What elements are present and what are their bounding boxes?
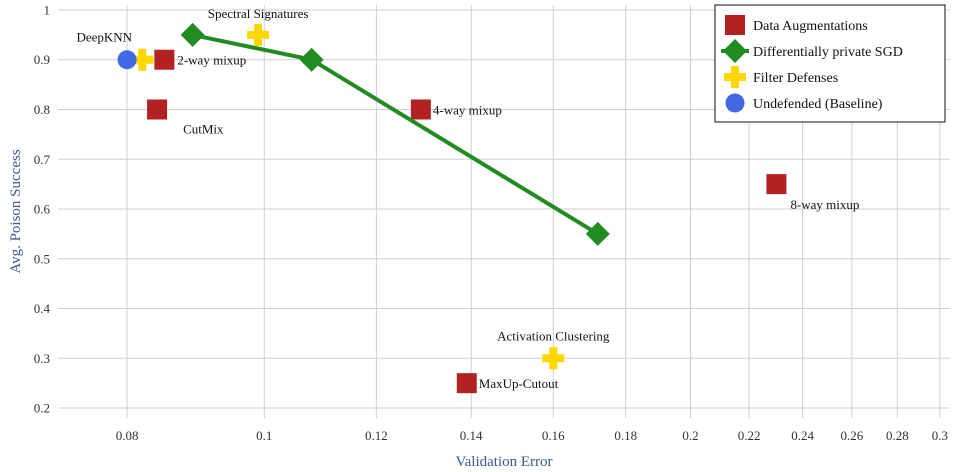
x-tick-label: 0.1: [256, 428, 272, 443]
y-tick-label: 0.9: [34, 52, 50, 67]
y-tick-label: 0.2: [34, 401, 50, 416]
legend-label: Differentially private SGD: [753, 45, 903, 60]
x-tick-label: 0.08: [116, 428, 139, 443]
y-tick-label: 0.8: [34, 102, 50, 117]
y-tick-label: 0.3: [34, 351, 50, 366]
data-point: [117, 50, 137, 70]
x-axis-ticks: 0.08 0.1 0.12 0.14 0.16 0.18 0.2 0.22 0.24 0.26 0.…: [116, 428, 948, 443]
legend-marker: [725, 93, 745, 113]
data-point: [154, 49, 175, 70]
data-point: [131, 48, 154, 71]
x-tick-label: 0.12: [365, 428, 388, 443]
y-tick-label: 0.5: [34, 251, 50, 266]
series-marks: [117, 22, 787, 394]
x-tick-label: 0.28: [886, 428, 909, 443]
legend-label: Undefended (Baseline): [753, 97, 883, 112]
x-tick-label: 0.3: [932, 428, 948, 443]
data-point: [180, 22, 205, 47]
data-point: [585, 221, 610, 246]
x-tick-label: 0.24: [791, 428, 814, 443]
point-label: DeepKNN: [76, 30, 132, 45]
point-label: CutMix: [183, 121, 224, 136]
point-label: 4-way mixup: [433, 102, 502, 117]
series-differentially-private-sgd: [180, 22, 610, 246]
data-point: [410, 99, 431, 120]
y-tick-label: 0.6: [34, 202, 51, 217]
x-axis-label: Validation Error: [455, 454, 552, 470]
y-axis-ticks: 0.2 0.3 0.4 0.5 0.6 0.7 0.8 0.9 1: [34, 2, 51, 415]
data-point: [542, 347, 565, 370]
legend-label: Filter Defenses: [753, 71, 838, 86]
x-tick-label: 0.22: [738, 428, 761, 443]
data-point: [247, 23, 270, 46]
point-label: Spectral Signatures: [208, 6, 309, 21]
legend-item: Undefended (Baseline): [725, 93, 883, 113]
point-label: MaxUp-Cutout: [479, 376, 559, 391]
point-label: Activation Clustering: [497, 328, 610, 343]
x-tick-label: 0.16: [542, 428, 565, 443]
data-point: [456, 373, 477, 394]
series-filter-defenses: [131, 23, 565, 370]
point-annotations: 2-way mixup CutMix 4-way mixup MaxUp-Cutout…: [76, 6, 859, 391]
legend-marker: [723, 39, 747, 63]
data-point: [147, 99, 168, 120]
legend-item: Data Augmentations: [725, 15, 868, 35]
x-tick-label: 0.18: [614, 428, 637, 443]
legend-item: Filter Defenses: [724, 66, 838, 88]
data-point: [299, 47, 324, 72]
x-tick-label: 0.14: [460, 428, 483, 443]
x-tick-label: 0.2: [682, 428, 698, 443]
legend-box: [714, 4, 946, 123]
legend: Data Augmentations Differentially private…: [714, 4, 946, 123]
data-point: [766, 174, 787, 195]
legend-marker: [724, 66, 746, 88]
y-tick-label: 0.4: [34, 301, 51, 316]
y-tick-label: 1: [44, 2, 51, 17]
legend-item: Differentially private SGD: [721, 39, 903, 63]
series-data-augmentations: [147, 49, 787, 394]
y-axis-label: Avg. Poison Success: [8, 149, 24, 273]
x-tick-label: 0.26: [840, 428, 863, 443]
y-tick-label: 0.7: [34, 152, 51, 167]
series-undefended-baseline-: [117, 50, 137, 70]
legend-label: Data Augmentations: [753, 19, 868, 34]
point-label: 8-way mixup: [790, 197, 859, 212]
point-label: 2-way mixup: [177, 53, 246, 68]
legend-marker: [725, 15, 745, 35]
